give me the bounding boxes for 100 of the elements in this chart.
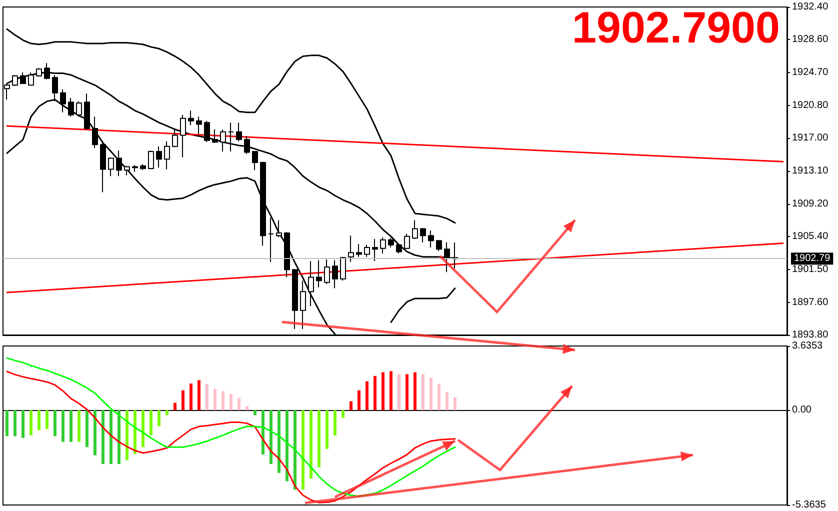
bar: [118, 410, 120, 464]
ref-line-label: 1902.79: [794, 253, 831, 264]
candlestick: [220, 128, 226, 152]
candlestick: [252, 150, 258, 171]
bar: [278, 410, 280, 473]
bar: [430, 378, 432, 410]
bar: [438, 384, 440, 410]
candlestick: [140, 164, 146, 171]
bar: [302, 410, 304, 490]
bar: [286, 410, 288, 482]
candlestick: [124, 165, 130, 176]
bar: [126, 410, 128, 460]
candlestick: [188, 110, 194, 126]
bar: [78, 410, 80, 442]
candlestick: [156, 146, 162, 168]
y-tick-label: 0.00: [792, 404, 812, 416]
bar: [94, 410, 96, 456]
bar: [374, 376, 376, 410]
y-tick-label: 1893.80: [792, 330, 829, 340]
bar: [46, 410, 48, 429]
bar: [206, 384, 208, 410]
bar: [142, 410, 144, 448]
candlestick: [236, 122, 242, 142]
bar: [174, 402, 176, 410]
candlestick: [204, 120, 210, 143]
y-tick-label: 1932.40: [792, 2, 829, 12]
bar: [222, 391, 224, 410]
candlestick: [196, 116, 202, 135]
candlestick: [12, 74, 18, 87]
bar: [358, 390, 360, 410]
candlestick: [388, 238, 394, 248]
candlestick: [268, 217, 274, 262]
candlestick: [180, 114, 186, 158]
bar: [134, 410, 136, 454]
y-tick-label: 1909.20: [792, 198, 829, 210]
bar: [446, 392, 448, 410]
candlestick: [420, 227, 426, 243]
bar: [158, 410, 160, 426]
candlestick: [404, 233, 410, 250]
y-tick-label: -5.3635: [792, 500, 826, 510]
bar: [318, 410, 320, 468]
bar: [270, 410, 272, 464]
bar: [166, 410, 168, 416]
candlestick: [276, 220, 282, 238]
candlestick: [372, 238, 378, 262]
candlestick: [132, 164, 138, 172]
y-tick-label: 1920.80: [792, 100, 829, 112]
candlestick: [380, 236, 386, 254]
candlestick: [316, 260, 322, 288]
candlestick: [340, 256, 346, 282]
bar: [398, 374, 400, 410]
y-tick-label: 1913.10: [792, 166, 829, 176]
bar: [70, 410, 72, 442]
candlestick: [260, 161, 266, 246]
bar: [262, 410, 264, 455]
y-tick-label: 1917.00: [792, 132, 829, 144]
bar: [454, 397, 456, 410]
y-tick-label: 1905.40: [792, 230, 829, 242]
bar: [214, 388, 216, 410]
y-tick-label: 1928.60: [792, 34, 829, 45]
bar: [246, 406, 248, 410]
bar: [198, 380, 200, 410]
y-tick-label: 1901.50: [792, 264, 829, 276]
bar: [310, 410, 312, 479]
candlestick: [228, 122, 234, 152]
candlestick: [292, 269, 298, 330]
bar: [190, 384, 192, 410]
y-tick-label: 1924.70: [792, 66, 829, 78]
bar: [382, 372, 384, 410]
candlestick: [436, 240, 442, 252]
candlestick: [212, 128, 218, 144]
bar: [110, 410, 112, 464]
candlestick: [356, 244, 362, 258]
candlestick: [428, 230, 434, 248]
candlestick: [116, 150, 122, 177]
bar: [326, 410, 328, 449]
y-tick-label: 3.6353: [792, 340, 824, 352]
bar: [230, 394, 232, 410]
candlestick: [148, 150, 154, 170]
bar: [254, 410, 256, 416]
candlestick: [396, 244, 402, 254]
bar: [350, 401, 352, 410]
line-series: [6, 28, 456, 224]
bar: [406, 374, 408, 410]
candlestick: [172, 128, 178, 148]
candlestick: [308, 260, 314, 307]
candlestick: [332, 260, 338, 289]
candlestick: [244, 136, 250, 155]
candlestick: [108, 156, 114, 177]
candlestick: [100, 140, 106, 193]
bar: [150, 410, 152, 436]
bar: [30, 410, 32, 436]
bar: [238, 398, 240, 410]
bar: [62, 410, 64, 442]
bar: [390, 371, 392, 410]
y-tick-label: 1897.60: [792, 297, 829, 308]
bar: [86, 410, 88, 448]
candlestick: [92, 116, 98, 149]
bar: [342, 410, 344, 418]
candlestick: [348, 235, 354, 262]
